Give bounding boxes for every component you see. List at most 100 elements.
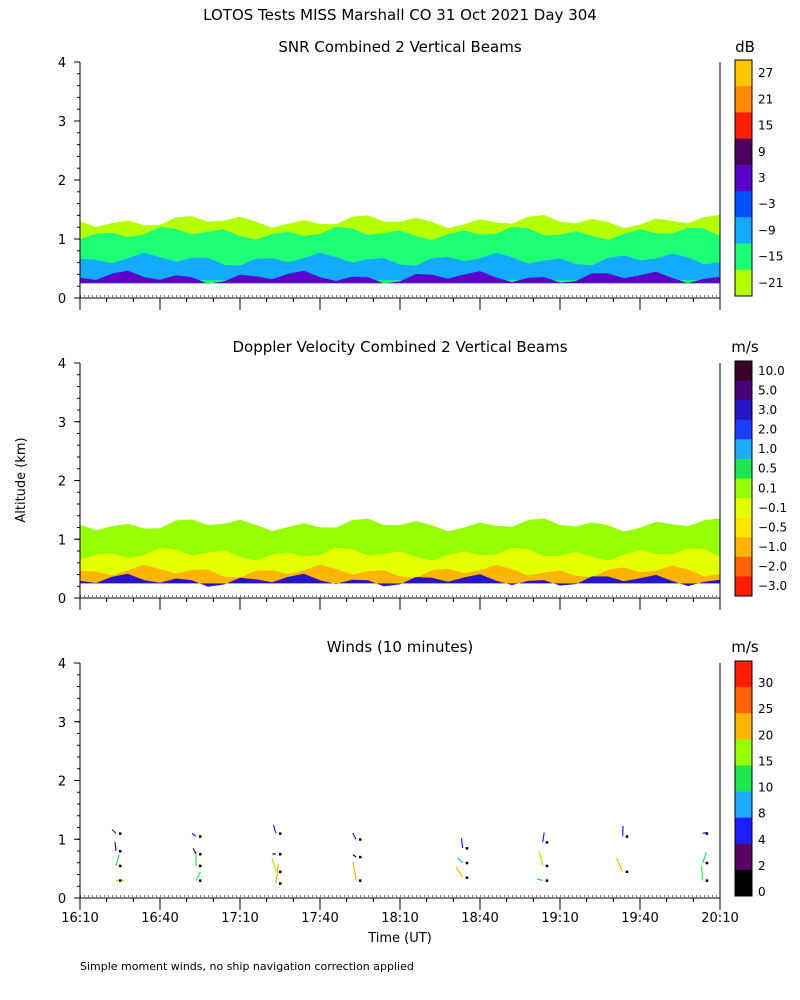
colorbar-tick-label: 8 <box>758 807 766 821</box>
colorbar-tick-label: −1.0 <box>758 540 787 554</box>
colorbar-tick-label: 2.0 <box>758 423 777 437</box>
heatmap-layer-3 <box>80 252 720 281</box>
figure-title: LOTOS Tests MISS Marshall CO 31 Oct 2021… <box>203 6 597 24</box>
x-tick-label: 20:10 <box>701 911 738 926</box>
wind-gate-marker <box>199 864 202 868</box>
colorbar-tick-label: 3 <box>758 171 766 185</box>
y-tick-label: 3 <box>58 115 66 130</box>
y-tick-label: 0 <box>58 592 66 607</box>
wind-gate-marker <box>359 838 362 841</box>
wind-gate-marker <box>359 855 362 859</box>
colorbar-swatch <box>735 791 752 819</box>
colorbar-swatch <box>735 60 752 87</box>
wind-barb <box>191 832 197 837</box>
wind-barb <box>272 824 277 834</box>
colorbar-swatch <box>735 217 752 244</box>
wind-barb <box>542 832 545 843</box>
colorbar-swatch <box>735 191 752 218</box>
y-tick-label: 1 <box>58 833 66 848</box>
heatmap-layer-4 <box>80 270 720 284</box>
colorbar-swatch <box>735 164 752 192</box>
panel-1 <box>74 59 753 310</box>
x-axis-label: Time (UT) <box>367 931 432 946</box>
colorbar-swatch <box>735 269 752 297</box>
panel-3 <box>74 660 753 910</box>
doppler-panel-title: Doppler Velocity Combined 2 Vertical Bea… <box>232 338 567 356</box>
y-tick-label: 3 <box>58 416 66 431</box>
wind-gate-marker <box>279 870 282 874</box>
y-tick-label: 4 <box>58 56 66 71</box>
y-tick-label: 2 <box>58 174 66 189</box>
wind-barb <box>460 838 464 849</box>
colorbar-tick-label: 0.5 <box>758 462 777 476</box>
wind-gate-marker <box>279 882 282 885</box>
wind-barb <box>616 857 624 872</box>
colorbar-swatch <box>735 380 752 401</box>
colorbar-swatch <box>735 86 752 113</box>
wind-gate-marker <box>119 879 122 882</box>
panel-2 <box>74 360 753 610</box>
x-tick-label: 18:40 <box>461 911 498 926</box>
wind-barb <box>455 866 464 878</box>
colorbar-tick-label: −15 <box>758 250 783 264</box>
wind-gate-marker <box>465 847 469 850</box>
colorbar-swatch <box>735 843 752 871</box>
colorbar-tick-label: 0 <box>758 885 766 899</box>
wind-gate-marker <box>279 832 282 835</box>
footnote: Simple moment winds, no ship navigation … <box>80 960 414 973</box>
colorbar-tick-label: 1.0 <box>758 442 777 456</box>
wind-barb <box>111 829 117 834</box>
x-tick-label: 16:10 <box>61 911 98 926</box>
colorbar-swatch <box>735 817 752 845</box>
colorbar-tick-label: 25 <box>758 702 773 716</box>
wind-barb <box>538 851 544 866</box>
wind-gate-marker <box>545 879 549 882</box>
colorbar-swatch <box>735 576 752 597</box>
colorbar-swatch <box>735 478 752 499</box>
colorbar-frame <box>734 59 753 297</box>
colorbar-swatch <box>735 419 752 440</box>
wind-gate-marker <box>705 879 709 882</box>
wind-gate-marker <box>199 852 202 856</box>
winds-colorbar-unit: m/s <box>731 638 759 656</box>
x-tick-label: 17:40 <box>301 911 338 926</box>
colorbar-swatch <box>735 869 752 897</box>
colorbar-tick-label: 10.0 <box>758 364 785 378</box>
colorbar-swatch <box>735 687 752 714</box>
x-tick-label: 19:10 <box>541 911 578 926</box>
colorbar-tick-label: 2 <box>758 859 766 873</box>
winds-panel-title: Winds (10 minutes) <box>327 638 474 656</box>
colorbar-tick-label: −0.5 <box>758 520 787 534</box>
wind-barb <box>457 857 464 864</box>
y-tick-label: 2 <box>58 475 66 490</box>
wind-barb <box>271 857 277 872</box>
wind-barb <box>192 848 197 855</box>
colorbar-swatch <box>735 517 752 538</box>
colorbar-frame <box>734 360 753 597</box>
colorbar-tick-label: −3 <box>758 197 776 211</box>
wind-barb <box>114 842 117 852</box>
colorbar-frame <box>734 660 753 897</box>
wind-barb <box>195 871 202 881</box>
colorbar-swatch <box>735 138 752 166</box>
colorbar-swatch <box>735 458 752 479</box>
colorbar-swatch <box>735 713 752 740</box>
y-tick-label: 2 <box>58 775 66 790</box>
colorbar-swatch <box>735 498 752 519</box>
wind-gate-marker <box>545 841 549 844</box>
colorbar-tick-label: −3.0 <box>758 579 787 593</box>
wind-gate-marker <box>465 861 469 865</box>
colorbar-tick-label: 21 <box>758 92 773 106</box>
wind-barb <box>115 854 120 866</box>
snr-panel-title: SNR Combined 2 Vertical Beams <box>278 38 521 56</box>
snr-colorbar-unit: dB <box>735 38 755 56</box>
wind-barb <box>701 866 704 881</box>
y-tick-label: 0 <box>58 892 66 907</box>
wind-gate-marker <box>119 832 122 835</box>
colorbar-tick-label: −0.1 <box>758 501 787 515</box>
colorbar-tick-label: 15 <box>758 754 773 768</box>
y-tick-label: 1 <box>58 233 66 248</box>
wind-barb <box>536 878 543 881</box>
wind-gate-marker <box>199 879 202 882</box>
colorbar-swatch <box>735 243 752 271</box>
